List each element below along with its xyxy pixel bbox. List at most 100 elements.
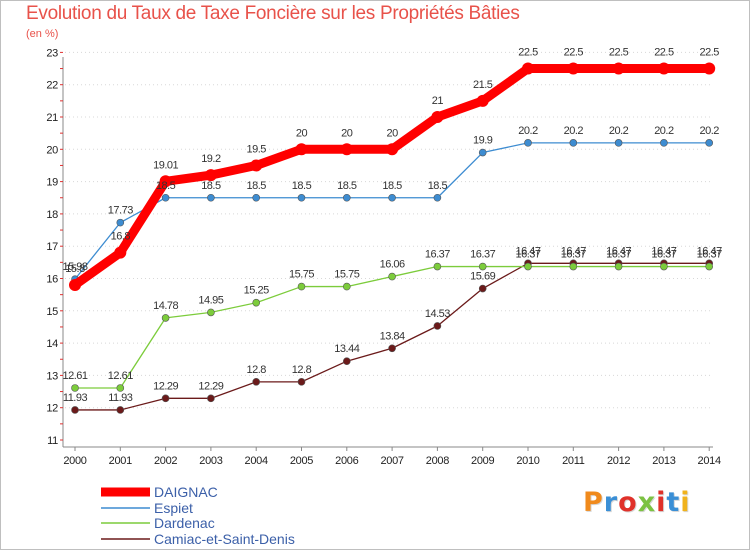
logo-letter: r [603,487,619,518]
data-point [342,193,351,202]
data-label: 18.5 [246,180,266,192]
data-label: 16.47 [606,245,631,257]
data-label: 15.8 [65,263,85,275]
data-point [250,159,263,172]
data-label: 21.5 [473,79,493,91]
data-label: 21 [432,95,444,107]
x-tick-label: 2010 [516,455,539,467]
data-point [524,262,532,271]
data-point [252,378,261,386]
data-label: 16.37 [470,249,495,261]
data-label: 19.9 [473,135,493,147]
logo-letter: P [583,487,604,518]
data-label: 20 [296,127,308,139]
data-point [207,394,215,403]
data-point [207,308,215,317]
logo-letter: i [656,487,667,518]
x-tick-label: 2004 [245,455,268,467]
data-label: 22.5 [654,47,674,59]
data-point [476,94,489,107]
data-point [342,282,351,291]
data-point [161,394,170,403]
x-tick-label: 2001 [109,455,132,467]
proxiti-logo: Proxiti [583,487,691,518]
data-label: 16.37 [651,249,676,261]
series-daignac [69,62,716,291]
y-tick-label: 18 [46,209,58,221]
data-label: 15.75 [289,269,314,281]
logo-letter: x [637,487,657,518]
data-point [705,139,714,147]
data-label: 15.75 [334,269,359,281]
data-label: 16.37 [561,249,586,261]
series-layer [69,62,716,414]
data-point [116,218,125,227]
data-point [614,139,623,147]
data-point [569,262,578,271]
x-tick-label: 2012 [607,455,630,467]
data-label: 18.5 [156,180,176,192]
data-label: 15.98 [62,261,87,273]
data-label: 19.5 [246,143,266,155]
data-point [161,193,170,202]
y-tick-label: 11 [47,435,58,447]
data-label: 22.5 [518,47,538,59]
data-point [161,314,170,322]
data-point [433,322,442,330]
data-point [69,278,81,291]
data-point [71,384,79,392]
data-point [660,139,668,147]
data-label: 18.5 [292,180,312,192]
data-labels-layer: 15.8 16.8 19.01 19.2 19.5 20 20 20 21 21.5 22.5 22.… [62,47,722,404]
y-tick-label: 16 [46,274,58,286]
data-point [433,262,442,271]
data-point [660,262,668,271]
data-label: 15.69 [470,271,495,283]
data-label: 20 [386,127,398,139]
data-label: 20.2 [564,125,584,137]
data-label: 20.2 [699,125,719,137]
data-point [657,62,670,75]
y-axis-unit-label: (en %) [26,28,59,40]
x-tick-label: 2000 [63,455,86,467]
y-tick-label: 15 [46,306,58,318]
x-tick-label: 2005 [290,455,313,467]
x-tick-label: 2006 [335,455,358,467]
data-label: 12.61 [108,370,133,382]
data-label: 12.29 [153,380,178,392]
data-point [159,175,172,188]
data-point [116,406,125,414]
data-label: 13.84 [380,330,405,342]
x-tick-label: 2011 [562,455,585,467]
data-point [340,143,353,156]
data-label: 18.5 [428,180,448,192]
data-label: 19.2 [201,153,221,165]
x-tick-label: 2014 [698,455,721,467]
data-label: 11.93 [63,392,88,404]
data-label: 20.2 [609,125,629,137]
data-label: 18.5 [201,180,221,192]
legend-label: Espiet [154,500,193,516]
data-label: 12.29 [198,380,223,392]
y-tick-label: 19 [46,177,58,189]
data-point [388,344,396,353]
y-tick-label: 22 [46,80,58,92]
y-tick-label: 20 [46,144,58,156]
data-point [297,378,306,386]
data-point [342,357,351,365]
data-label: 16.06 [380,259,405,271]
y-tick-label: 14 [46,338,58,350]
data-point [478,148,487,157]
x-tick-label: 2003 [199,455,222,467]
data-label: 20.2 [518,125,538,137]
data-label: 12.8 [246,364,266,376]
data-label: 17.73 [108,205,133,217]
data-label: 14.53 [425,308,450,320]
data-point [297,193,306,202]
data-label: 18.5 [382,180,402,192]
data-point [614,262,623,271]
data-point [252,193,261,202]
data-point [569,139,578,147]
